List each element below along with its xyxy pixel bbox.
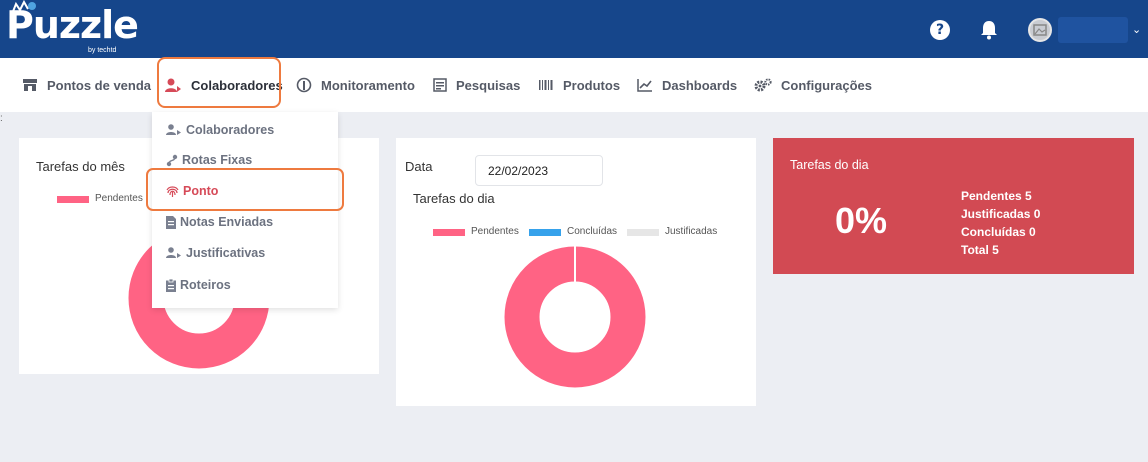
help-icon[interactable]: ? <box>930 20 950 40</box>
survey-icon <box>433 78 447 92</box>
nav-label: Configurações <box>781 77 873 93</box>
barcode-icon <box>539 80 553 90</box>
clipboard-icon <box>166 278 176 292</box>
dropdown-item-rotas-fixas[interactable]: Rotas Fixas <box>166 150 252 170</box>
nav-label: Dashboards <box>662 77 738 93</box>
store-icon <box>23 79 37 91</box>
legend-label-justified[interactable]: Justificadas <box>665 226 718 237</box>
username-redacted[interactable] <box>1058 17 1128 43</box>
nav-label: Produtos <box>563 77 621 93</box>
nav-item-pontos-de-venda[interactable]: Pontos de venda <box>22 58 151 112</box>
logo-subtitle: by techtd <box>88 47 117 54</box>
image-placeholder-icon <box>1033 24 1047 36</box>
stat-total: Total 5 <box>961 243 999 257</box>
stat-done: Concluídas 0 <box>961 225 1036 239</box>
dropdown-item-ponto[interactable]: Ponto <box>166 181 218 201</box>
users-icon <box>166 124 181 135</box>
edge-mark: : <box>0 113 3 124</box>
nav-label: Pesquisas <box>456 77 521 93</box>
nav-label: Monitoramento <box>321 77 415 93</box>
date-input[interactable]: 22/02/2023 <box>475 155 603 186</box>
card-title: Tarefas do dia <box>790 158 869 172</box>
main-nav: Pontos de venda Colaboradores Monitorame… <box>0 58 1148 112</box>
legend-swatch-pending[interactable] <box>433 229 465 236</box>
chevron-down-icon[interactable]: ⌄ <box>1132 24 1142 36</box>
avatar[interactable] <box>1028 18 1052 42</box>
nav-label: Colaboradores <box>191 77 283 93</box>
nav-item-configuracoes[interactable]: Configurações <box>754 58 872 112</box>
chart-icon <box>637 79 652 92</box>
nav-item-colaboradores[interactable]: Colaboradores <box>165 58 283 112</box>
legend-label-done[interactable]: Concluídas <box>567 226 618 237</box>
legend-swatch-done[interactable] <box>529 229 561 236</box>
day-tasks-card: Data 22/02/2023 Tarefas do dia Pendentes… <box>396 138 756 406</box>
stat-justified: Justificadas 0 <box>961 207 1041 221</box>
bell-icon[interactable] <box>980 20 998 40</box>
dropdown-label: Rotas Fixas <box>182 153 253 167</box>
dropdown-item-roteiros[interactable]: Roteiros <box>166 275 231 295</box>
dropdown-label: Ponto <box>183 184 219 198</box>
puzzle-piece-icon <box>11 0 36 15</box>
gears-icon <box>754 78 772 92</box>
legend-label-pending[interactable]: Pendentes <box>471 226 519 237</box>
nav-item-monitoramento[interactable]: Monitoramento <box>296 58 415 112</box>
legend-label[interactable]: Pendentes <box>95 193 143 204</box>
user-icon <box>165 78 181 92</box>
route-icon <box>166 154 178 166</box>
dropdown-label: Roteiros <box>180 278 231 292</box>
stat-pending: Pendentes 5 <box>961 189 1032 203</box>
date-label: Data <box>405 159 433 174</box>
fingerprint-icon <box>166 185 179 197</box>
completion-percent: 0% <box>835 200 888 241</box>
dropdown-item-notas-enviadas[interactable]: Notas Enviadas <box>166 212 273 232</box>
monitor-icon <box>296 77 312 93</box>
dropdown-highlight-box <box>146 168 344 211</box>
card-title: Tarefas do dia <box>413 191 495 206</box>
card-title: Tarefas do mês <box>36 159 125 174</box>
nav-item-produtos[interactable]: Produtos <box>538 58 620 112</box>
dropdown-label: Justificativas <box>186 246 266 260</box>
dropdown-item-colaboradores[interactable]: Colaboradores <box>166 120 274 140</box>
day-donut-chart <box>504 246 646 388</box>
summary-card: Tarefas do dia 0% Pendentes 5 Justificad… <box>773 138 1134 274</box>
legend-swatch-pending[interactable] <box>57 196 89 203</box>
nav-highlight-box <box>157 57 281 108</box>
users-icon <box>166 247 181 258</box>
dropdown-label: Colaboradores <box>186 123 275 137</box>
nav-item-dashboards[interactable]: Dashboards <box>637 58 737 112</box>
dropdown-item-justificativas[interactable]: Justificativas <box>166 243 265 263</box>
file-icon <box>166 215 176 229</box>
dropdown-label: Notas Enviadas <box>180 215 274 229</box>
legend-swatch-justified[interactable] <box>627 229 659 236</box>
nav-item-pesquisas[interactable]: Pesquisas <box>433 58 520 112</box>
nav-label: Pontos de venda <box>47 77 152 93</box>
logo[interactable]: Puzzle <box>6 3 139 47</box>
top-bar: Puzzle by techtd <box>0 0 1148 58</box>
